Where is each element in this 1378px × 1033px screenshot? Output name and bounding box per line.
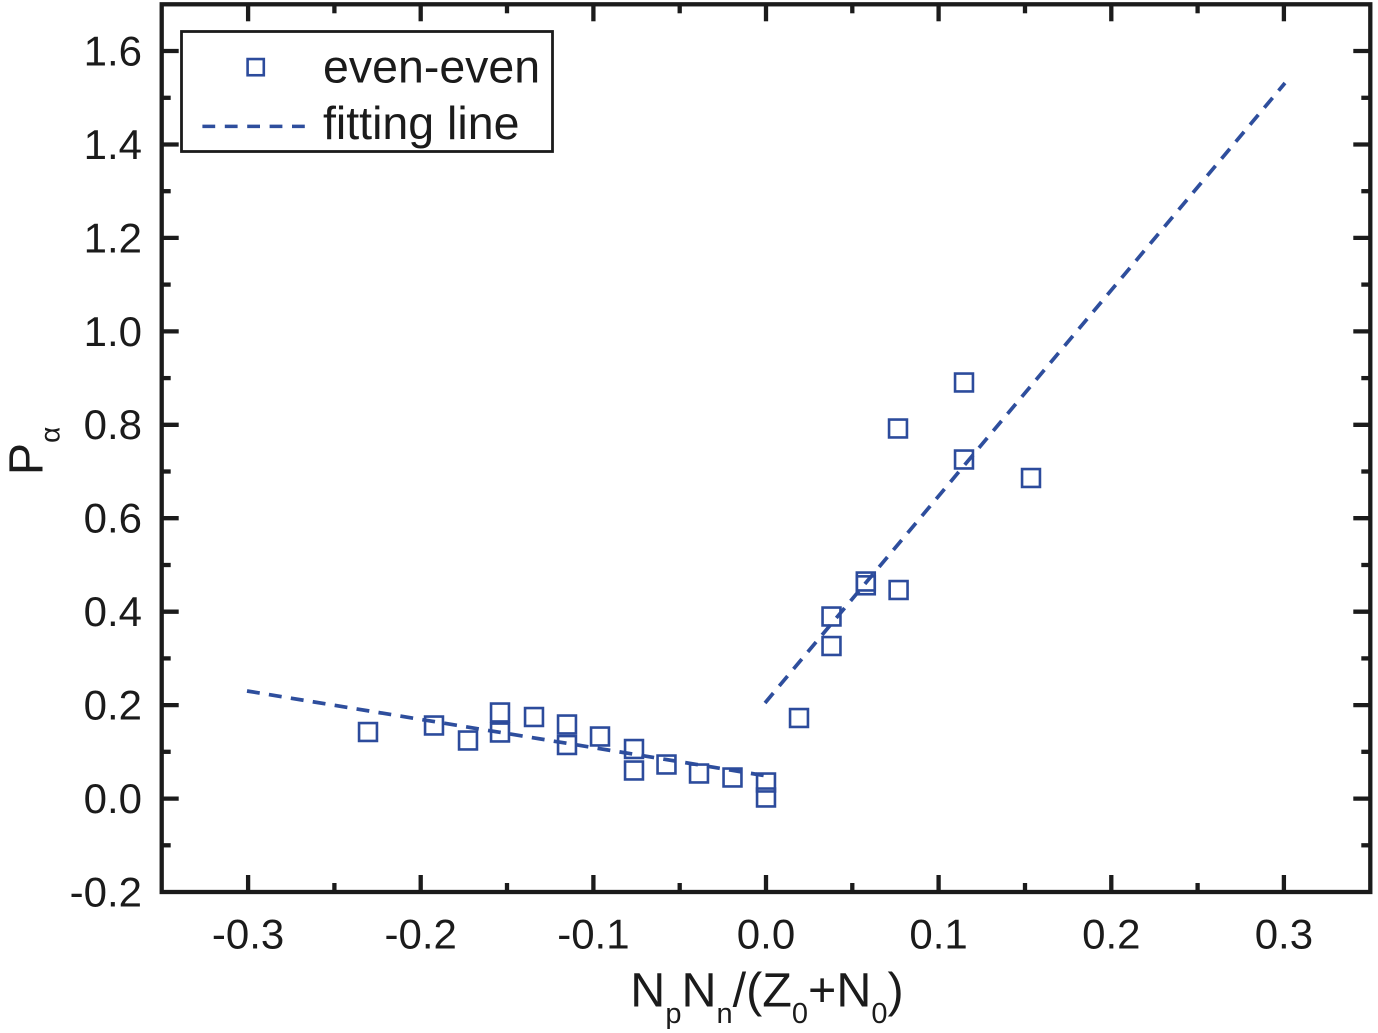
svg-text:-0.2: -0.2 [385, 911, 457, 958]
svg-text:0.3: 0.3 [1255, 911, 1313, 958]
svg-text:0.6: 0.6 [84, 495, 142, 542]
svg-text:0.4: 0.4 [84, 588, 142, 635]
svg-text:-0.3: -0.3 [212, 911, 284, 958]
svg-text:0.2: 0.2 [84, 682, 142, 729]
svg-text:fitting line: fitting line [323, 97, 519, 149]
svg-text:0.2: 0.2 [1082, 911, 1140, 958]
svg-text:even-even: even-even [323, 41, 540, 93]
svg-text:-0.2: -0.2 [70, 868, 142, 915]
svg-text:0.1: 0.1 [909, 911, 967, 958]
svg-text:0.0: 0.0 [84, 775, 142, 822]
svg-text:0.8: 0.8 [84, 401, 142, 448]
svg-text:0.0: 0.0 [737, 911, 795, 958]
svg-text:1.2: 1.2 [84, 214, 142, 261]
svg-text:1.0: 1.0 [84, 308, 142, 355]
svg-text:1.4: 1.4 [84, 121, 142, 168]
svg-text:1.6: 1.6 [84, 27, 142, 74]
svg-text:-0.1: -0.1 [557, 911, 629, 958]
